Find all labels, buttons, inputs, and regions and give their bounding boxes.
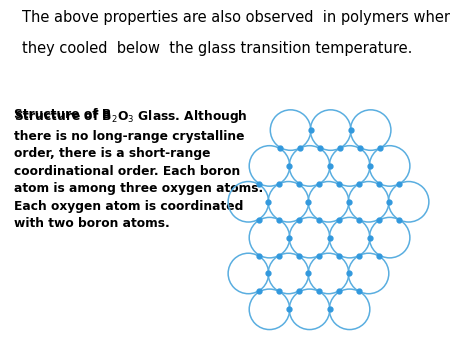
- Text: Structure of B: Structure of B: [14, 108, 111, 121]
- Text: Structure of B$_2$O$_3$ Glass. Although
there is no long-range crystalline
order: Structure of B$_2$O$_3$ Glass. Although …: [14, 108, 263, 230]
- Text: The above properties are also observed  in polymers when: The above properties are also observed i…: [22, 10, 450, 25]
- Text: they cooled  below  the glass transition temperature.: they cooled below the glass transition t…: [22, 41, 413, 55]
